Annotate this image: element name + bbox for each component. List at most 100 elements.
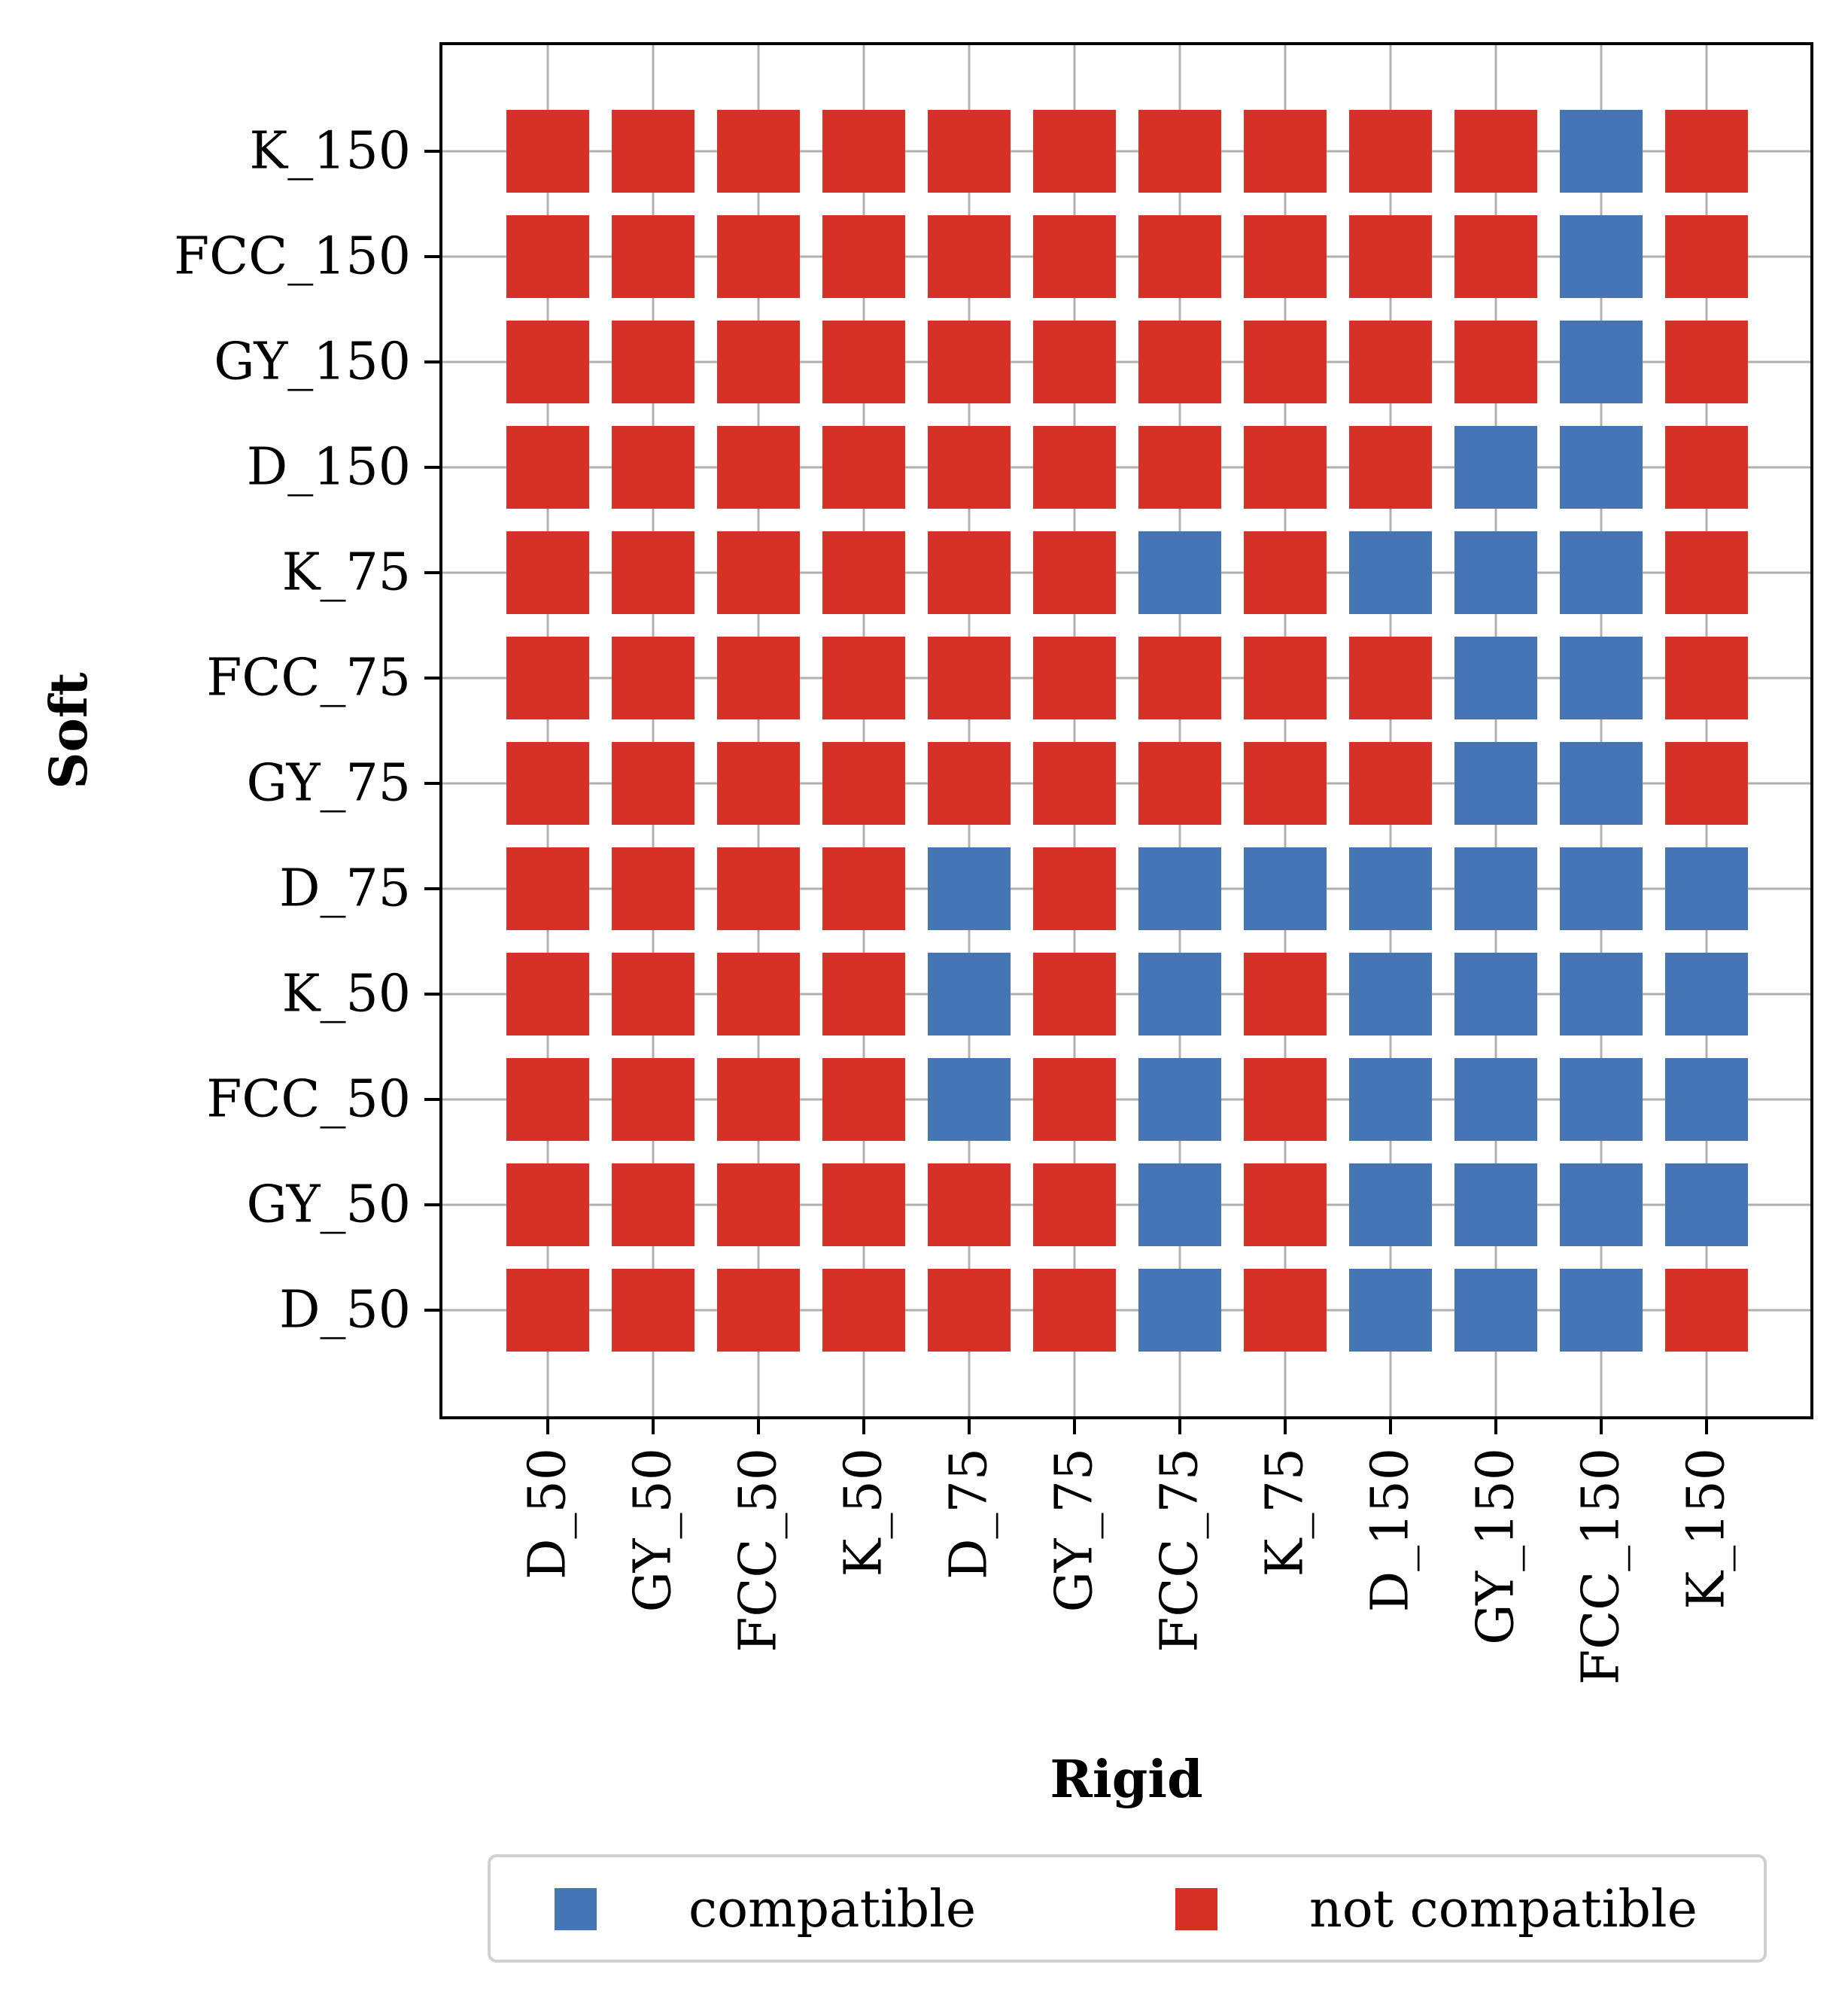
cell-not-compatible <box>612 426 695 509</box>
cell-not-compatible <box>822 531 905 614</box>
cell-not-compatible <box>612 215 695 298</box>
cell-not-compatible <box>1454 110 1537 193</box>
y-tick-labels: D_50 GY_50 FCC_50 K_50 D_75 GY_75 FCC_75 K_75 D_… <box>174 122 411 1340</box>
cell-not-compatible <box>1665 426 1748 509</box>
cell-compatible <box>1244 847 1327 930</box>
cell-not-compatible <box>822 1058 905 1141</box>
cell-not-compatible <box>928 1269 1011 1352</box>
cell-compatible <box>1560 953 1643 1035</box>
cell-compatible <box>1454 1058 1537 1141</box>
cell-not-compatible <box>1033 847 1116 930</box>
cell-not-compatible <box>717 1058 800 1141</box>
cell-compatible <box>1665 1163 1748 1246</box>
cell-compatible <box>1138 1058 1221 1141</box>
x-tick-label: K_150 <box>1677 1448 1737 1610</box>
cell-compatible <box>928 953 1011 1035</box>
cell-compatible <box>1454 847 1537 930</box>
cell-not-compatible <box>1138 110 1221 193</box>
cell-not-compatible <box>717 215 800 298</box>
cell-not-compatible <box>1244 637 1327 719</box>
y-tick-label: K_50 <box>282 965 411 1024</box>
cell-not-compatible <box>822 426 905 509</box>
cell-not-compatible <box>717 531 800 614</box>
cell-not-compatible <box>506 321 589 403</box>
cell-not-compatible <box>506 742 589 825</box>
x-tick-label: FCC_50 <box>729 1448 789 1653</box>
cell-not-compatible <box>717 1269 800 1352</box>
legend: compatible not compatible <box>488 1854 1767 1963</box>
y-tick-label: GY_150 <box>214 333 411 392</box>
cell-compatible <box>1560 1269 1643 1352</box>
cell-not-compatible <box>928 110 1011 193</box>
legend-label-compatible: compatible <box>688 1880 976 1939</box>
cell-compatible <box>1454 426 1537 509</box>
cell-compatible <box>1560 426 1643 509</box>
cell-not-compatible <box>717 1163 800 1246</box>
cell-not-compatible <box>1349 110 1432 193</box>
cell-not-compatible <box>717 847 800 930</box>
cell-not-compatible <box>1138 321 1221 403</box>
cell-not-compatible <box>1033 426 1116 509</box>
cell-not-compatible <box>612 637 695 719</box>
cell-not-compatible <box>506 1269 589 1352</box>
y-tick-label: K_150 <box>249 122 411 181</box>
cell-not-compatible <box>612 1269 695 1352</box>
cell-not-compatible <box>1033 953 1116 1035</box>
cell-not-compatible <box>506 215 589 298</box>
cell-compatible <box>928 1058 1011 1141</box>
cell-compatible <box>1138 1269 1221 1352</box>
cell-not-compatible <box>1033 1269 1116 1352</box>
cell-not-compatible <box>1138 742 1221 825</box>
cell-not-compatible <box>717 742 800 825</box>
cell-compatible <box>1560 215 1643 298</box>
cell-not-compatible <box>1665 637 1748 719</box>
x-tick-label: FCC_75 <box>1150 1448 1210 1653</box>
cell-compatible <box>1560 742 1643 825</box>
cell-not-compatible <box>506 110 589 193</box>
cell-not-compatible <box>822 953 905 1035</box>
cell-not-compatible <box>822 215 905 298</box>
cell-not-compatible <box>1349 321 1432 403</box>
cell-compatible <box>1454 742 1537 825</box>
cell-not-compatible <box>822 742 905 825</box>
cell-not-compatible <box>928 637 1011 719</box>
cell-not-compatible <box>506 426 589 509</box>
cell-not-compatible <box>506 847 589 930</box>
cell-not-compatible <box>928 215 1011 298</box>
cell-compatible <box>1138 531 1221 614</box>
y-tick-label: D_75 <box>279 859 411 919</box>
x-tick-label: D_75 <box>940 1448 999 1580</box>
cell-compatible <box>1454 531 1537 614</box>
cell-compatible <box>1560 531 1643 614</box>
cell-not-compatible <box>1244 110 1327 193</box>
cell-not-compatible <box>1244 1058 1327 1141</box>
y-tick-label: D_50 <box>279 1281 411 1340</box>
cell-compatible <box>1454 1163 1537 1246</box>
cell-not-compatible <box>1665 215 1748 298</box>
cell-compatible <box>1560 321 1643 403</box>
heatmap-cells <box>506 110 1748 1352</box>
cell-compatible <box>1349 847 1432 930</box>
x-tick-label: D_50 <box>518 1448 578 1580</box>
cell-not-compatible <box>612 531 695 614</box>
cell-not-compatible <box>1349 426 1432 509</box>
cell-not-compatible <box>612 110 695 193</box>
y-tick-label: GY_50 <box>246 1175 411 1235</box>
cell-not-compatible <box>1244 321 1327 403</box>
cell-compatible <box>1349 1163 1432 1246</box>
cell-not-compatible <box>1138 215 1221 298</box>
cell-not-compatible <box>506 531 589 614</box>
cell-not-compatible <box>1033 742 1116 825</box>
y-tick-label: K_75 <box>282 543 411 603</box>
cell-not-compatible <box>1244 1163 1327 1246</box>
plot-frame <box>439 42 1813 1419</box>
cell-not-compatible <box>1454 215 1537 298</box>
cell-not-compatible <box>822 321 905 403</box>
legend-frame <box>488 1854 1767 1963</box>
x-tick-labels: D_50 GY_50 FCC_50 K_50 D_75 GY_75 FCC_75 K_75 D_… <box>518 1448 1737 1685</box>
cell-compatible <box>1665 953 1748 1035</box>
axis-ticks <box>424 150 1708 1434</box>
cell-not-compatible <box>1033 110 1116 193</box>
cell-not-compatible <box>1244 953 1327 1035</box>
